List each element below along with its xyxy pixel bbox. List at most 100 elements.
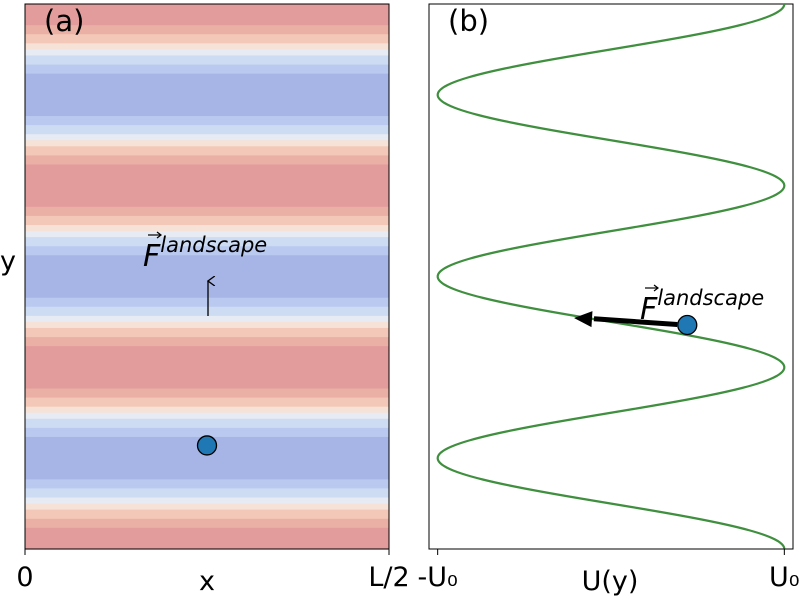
- stripe-band: [25, 482, 389, 487]
- stripe-band: [25, 300, 389, 305]
- stripe-band: [25, 427, 389, 432]
- stripe-band: [25, 494, 389, 499]
- stripe-band: [25, 518, 389, 523]
- panel-b-frame: [428, 3, 794, 550]
- stripe-band: [25, 264, 389, 269]
- stripe-band: [25, 397, 389, 402]
- stripe-band: [25, 403, 389, 408]
- stripe-band: [25, 382, 389, 387]
- stripe-band: [25, 43, 389, 47]
- force-arrowhead-b: [574, 311, 593, 328]
- stripe-band: [25, 103, 389, 108]
- stripe-band: [25, 545, 389, 550]
- stripe-band: [25, 55, 389, 60]
- stripe-band: [25, 303, 389, 308]
- stripe-band: [25, 7, 389, 11]
- stripe-band: [25, 255, 389, 259]
- stripe-band: [25, 173, 389, 178]
- stripe-band: [25, 234, 389, 238]
- stripe-band: [25, 212, 389, 217]
- stripe-band: [25, 228, 389, 232]
- stripe-band: [25, 58, 389, 63]
- stripe-band: [25, 28, 389, 32]
- stripe-band: [25, 337, 389, 341]
- x-tick-label-minus-u0: -U₀: [417, 562, 457, 593]
- stripe-band: [25, 497, 389, 502]
- stripe-band: [25, 243, 389, 247]
- stripe-band: [25, 358, 389, 362]
- stripe-band: [25, 79, 389, 84]
- stripe-band: [25, 270, 389, 275]
- stripe-band: [25, 85, 389, 90]
- stripe-band: [25, 82, 389, 87]
- stripe-band: [25, 331, 389, 335]
- stripe-bands: [25, 4, 389, 550]
- stripe-band: [25, 182, 389, 187]
- stripe-band: [25, 143, 389, 147]
- stripe-band: [25, 488, 389, 493]
- stripe-band: [25, 197, 389, 202]
- stripe-band: [25, 4, 389, 8]
- stripe-band: [25, 73, 389, 78]
- stripe-band: [25, 415, 389, 420]
- stripe-band: [25, 376, 389, 381]
- stripe-band: [25, 321, 389, 326]
- force-arrow-b: [593, 316, 678, 327]
- stripe-band: [25, 476, 389, 480]
- stripe-band: [25, 131, 389, 135]
- stripe-band: [25, 191, 389, 196]
- stripe-band: [25, 267, 389, 272]
- stripe-band: [25, 530, 389, 535]
- stripe-band: [25, 361, 389, 365]
- stripe-band: [25, 515, 389, 520]
- particle-b: [677, 314, 698, 336]
- stripe-band: [25, 91, 389, 96]
- stripe-band: [25, 70, 389, 75]
- stripe-band: [25, 22, 389, 26]
- stripe-band: [25, 64, 389, 69]
- stripe-band: [25, 34, 389, 38]
- particle-a: [196, 435, 218, 456]
- stripe-band: [25, 285, 389, 290]
- force-superscript-a: landscape: [160, 233, 267, 257]
- stripe-band: [25, 188, 389, 193]
- stripe-band: [25, 194, 389, 199]
- stripe-band: [25, 179, 389, 184]
- stripe-band: [25, 52, 389, 57]
- stripe-band: [25, 61, 389, 66]
- stripe-band: [25, 485, 389, 490]
- stripe-band: [25, 291, 389, 296]
- stripe-band: [25, 509, 389, 514]
- stripe-band: [25, 88, 389, 93]
- stripe-band: [25, 491, 389, 496]
- stripe-band: [25, 218, 389, 223]
- stripe-band: [25, 37, 389, 41]
- stripe-band: [25, 106, 389, 111]
- stripe-band: [25, 149, 389, 153]
- stripe-band: [25, 137, 389, 141]
- stripe-band: [25, 249, 389, 253]
- potential-curve: [436, 3, 786, 549]
- stripe-band: [25, 209, 389, 214]
- stripe-band: [25, 334, 389, 338]
- stripe-band: [25, 346, 389, 350]
- stripe-band: [25, 122, 389, 126]
- force-symbol-b: F: [640, 292, 658, 327]
- stripe-band: [25, 479, 389, 483]
- stripe-band: [25, 164, 389, 169]
- stripe-band: [25, 461, 389, 465]
- stripe-band: [25, 421, 389, 426]
- stripe-band: [25, 533, 389, 538]
- y-axis-label: y: [0, 246, 16, 277]
- stripe-band: [25, 524, 389, 529]
- stripe-band: [25, 388, 389, 393]
- stripe-band: [25, 128, 389, 132]
- force-label-a: Flandscape: [143, 233, 267, 274]
- stripe-band: [25, 31, 389, 35]
- stripe-band: [25, 355, 389, 359]
- stripe-band: [25, 176, 389, 181]
- stripe-band: [25, 470, 389, 474]
- force-symbol-a: F: [143, 239, 161, 274]
- stripe-band: [25, 116, 389, 120]
